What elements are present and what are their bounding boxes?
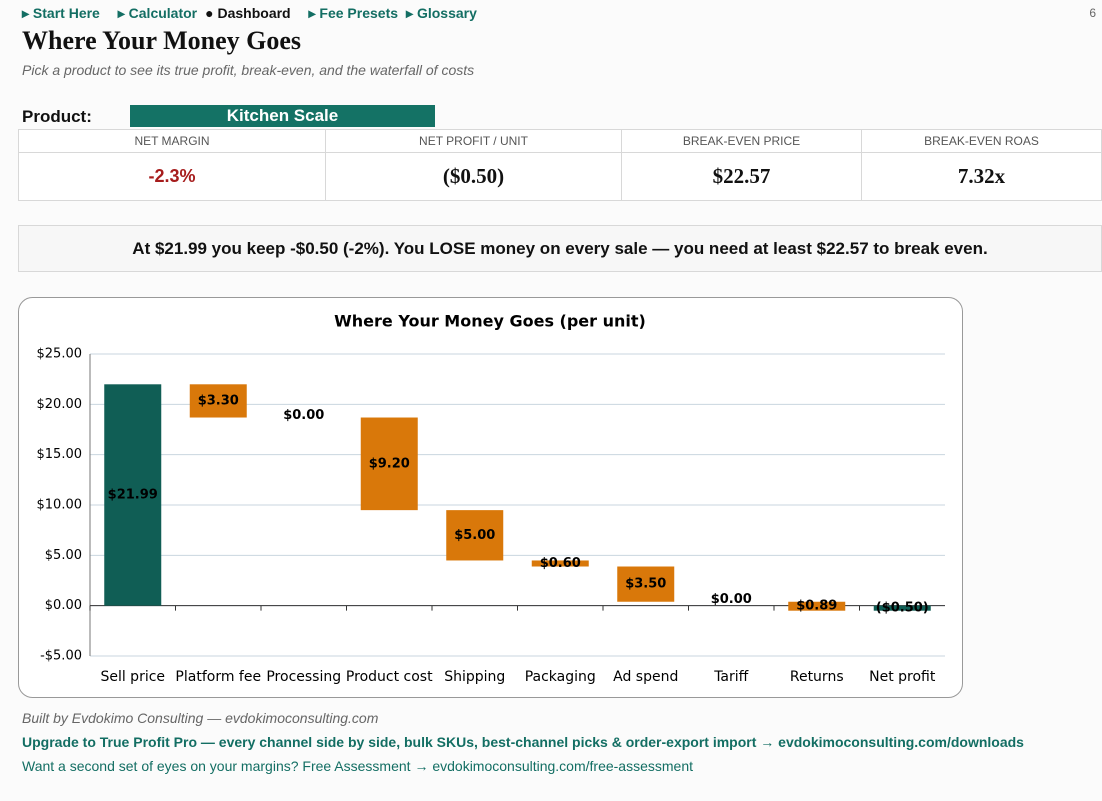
y-tick-label: $10.00 — [37, 498, 83, 513]
product-select[interactable]: Kitchen Scale — [130, 105, 435, 127]
kpi: NET PROFIT / UNIT ($0.50) — [326, 130, 622, 200]
x-tick-label: Tariff — [713, 669, 748, 685]
y-tick-label: $15.00 — [37, 447, 83, 462]
subtitle: Pick a product to see its true profit, b… — [22, 62, 475, 78]
data-label: $0.60 — [540, 556, 581, 571]
bar — [360, 417, 418, 511]
data-label: $5.00 — [454, 528, 495, 543]
bar — [788, 601, 846, 611]
data-label: $9.20 — [369, 456, 410, 471]
x-tick-label: Platform fee — [175, 669, 261, 685]
x-tick-label: Net profit — [869, 669, 936, 685]
nav-item[interactable]: ▸ Glossary — [406, 5, 477, 21]
data-label: $0.00 — [283, 408, 324, 423]
kpi-label: BREAK-EVEN PRICE — [622, 130, 861, 153]
product-label: Product: — [22, 107, 92, 126]
x-tick-label: Processing — [266, 669, 341, 685]
x-tick-label: Ad spend — [613, 669, 678, 685]
bar — [189, 384, 247, 418]
chart: Where Your Money Goes (per unit) -$5.00 $… — [18, 297, 963, 698]
data-label: $21.99 — [108, 487, 158, 502]
kpi-table: NET MARGIN -2.3% NET PROFIT / UNIT ($0.50)… — [18, 129, 1102, 201]
x-tick-label: Returns — [790, 669, 844, 685]
nav: ▸ Start Here ▸ Calculator ● Dashboard ▸ F… — [22, 5, 491, 22]
nav-item[interactable]: ▸ Start Here — [22, 5, 100, 21]
chart-frame — [18, 297, 963, 698]
y-tick-label: $25.00 — [37, 347, 83, 362]
y-tick-label: $0.00 — [45, 598, 82, 613]
nav-item[interactable]: ▸ Fee Presets — [308, 5, 399, 21]
bar — [873, 605, 931, 611]
kpi-value: ($0.50) — [442, 164, 505, 188]
page-number: 6 — [1089, 6, 1096, 20]
data-label: ($0.50) — [876, 601, 929, 616]
kpi: NET MARGIN -2.3% — [19, 130, 326, 200]
bar — [531, 560, 589, 567]
data-label: $0.00 — [711, 592, 752, 607]
kpi: BREAK-EVEN ROAS 7.32x — [862, 130, 1101, 200]
y-tick-label: $5.00 — [45, 548, 82, 563]
x-tick-label: Shipping — [444, 669, 505, 685]
data-label: $0.89 — [796, 599, 837, 614]
message: At $21.99 you keep -$0.50 (-2%). You LOS… — [18, 225, 1102, 272]
bar — [104, 384, 162, 606]
title: Where Your Money Goes — [22, 26, 301, 55]
x-tick-label: Product cost — [346, 669, 433, 685]
data-label: $3.50 — [625, 577, 666, 592]
kpi: BREAK-EVEN PRICE $22.57 — [622, 130, 862, 200]
y-tick-label: $20.00 — [37, 397, 83, 412]
nav-item[interactable]: ● Dashboard — [205, 5, 291, 21]
x-tick-label: Sell price — [100, 669, 165, 685]
chart-title: Where Your Money Goes (per unit) — [334, 312, 646, 331]
x-tick-label: Packaging — [525, 669, 596, 685]
kpi-value: -2.3% — [148, 166, 196, 186]
kpi-value: 7.32x — [957, 164, 1006, 188]
bar — [446, 510, 504, 561]
credit: Built by Evdokimo Consulting — evdokimoc… — [22, 710, 379, 726]
bar — [617, 566, 675, 602]
data-label: $3.30 — [198, 393, 239, 408]
kpi-label: NET MARGIN — [19, 130, 325, 153]
kpi-label: BREAK-EVEN ROAS — [862, 130, 1101, 153]
kpi-label: NET PROFIT / UNIT — [326, 130, 621, 153]
y-tick-label: -$5.00 — [40, 649, 82, 664]
upgrade-link[interactable]: Upgrade to True Profit Pro — every chann… — [22, 734, 1024, 750]
assessment-link[interactable]: Want a second set of eyes on your margin… — [22, 758, 694, 774]
nav-item[interactable]: ▸ Calculator — [117, 5, 198, 21]
kpi-value: $22.57 — [712, 164, 771, 188]
